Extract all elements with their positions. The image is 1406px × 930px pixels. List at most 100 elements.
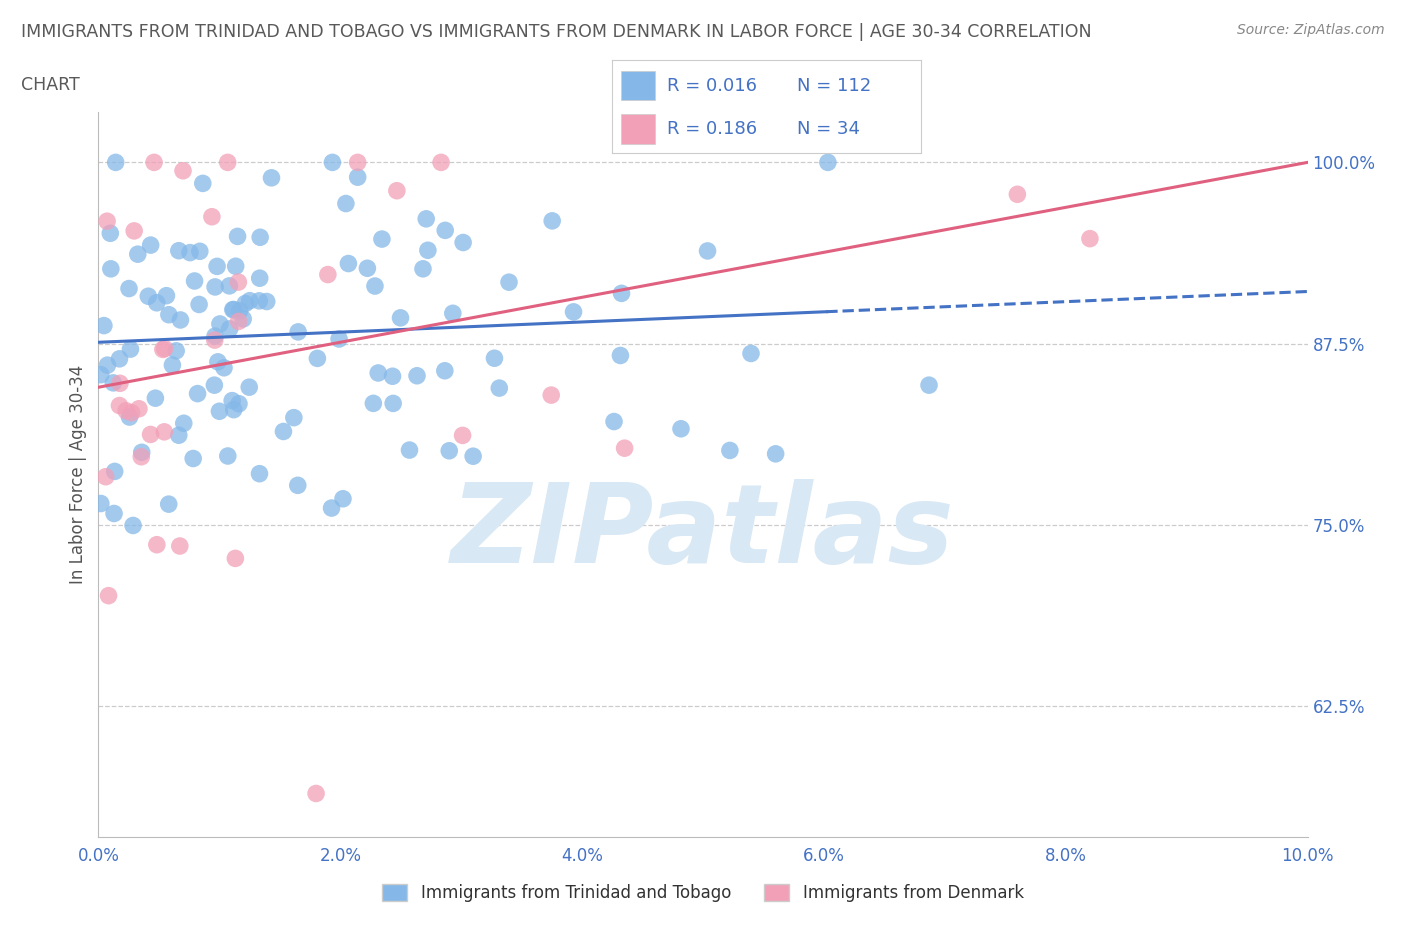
Point [541,213,564,228]
Point [153,424,176,439]
Point [484,351,506,365]
Point [247,294,270,309]
Point [181,451,204,466]
Point [415,211,437,226]
Point [222,302,245,317]
Point [451,235,474,250]
Point [817,155,839,170]
Point [136,289,159,304]
Point [139,427,162,442]
Point [416,243,439,258]
Point [167,428,190,443]
Point [204,328,226,343]
Point [228,314,250,329]
Point [273,424,295,439]
Point [217,155,239,170]
Point [179,246,201,260]
Point [104,155,127,170]
Point [122,223,145,238]
Text: CHART: CHART [21,76,80,94]
Point [463,449,485,464]
Point [204,333,226,348]
Text: R = 0.186: R = 0.186 [668,120,758,139]
Point [167,244,190,259]
Point [337,256,360,271]
Point [406,368,429,383]
Point [202,378,225,392]
Point [153,341,176,356]
Point [108,398,131,413]
Point [441,306,464,321]
Point [287,325,309,339]
Point [217,448,239,463]
Point [433,364,456,379]
Point [129,449,152,464]
Point [204,280,226,295]
Point [346,170,368,185]
Point [145,296,167,311]
Point [188,244,211,259]
Point [128,402,150,417]
Point [169,312,191,327]
Point [221,393,243,408]
Point [143,155,166,170]
Point [108,352,131,366]
Point [121,405,143,420]
Point [765,446,787,461]
Point [103,506,125,521]
Point [208,404,231,418]
Point [201,209,224,224]
Point [139,238,162,253]
Point [96,214,118,229]
Point [283,410,305,425]
Point [131,445,153,459]
Point [381,369,404,384]
Point [321,155,343,170]
Text: R = 0.016: R = 0.016 [668,76,758,95]
Legend: Immigrants from Trinidad and Tobago, Immigrants from Denmark: Immigrants from Trinidad and Tobago, Imm… [375,877,1031,909]
Point [165,343,187,358]
Point [610,286,633,300]
Point [97,588,120,603]
Point [562,304,585,319]
Point [208,316,231,331]
Text: N = 112: N = 112 [797,76,872,95]
Point [205,259,228,273]
Point [439,444,461,458]
Point [100,261,122,276]
Point [212,360,235,375]
Text: Source: ZipAtlas.com: Source: ZipAtlas.com [1237,23,1385,37]
Point [389,311,412,325]
Point [115,404,138,418]
Point [90,367,112,382]
Point [152,342,174,357]
Point [305,786,328,801]
Point [225,259,247,273]
Point [316,267,339,282]
Point [1078,232,1101,246]
Point [451,428,474,443]
Point [108,376,131,391]
Point [256,294,278,309]
Point [603,414,626,429]
Point [382,396,405,411]
Point [90,496,112,511]
Text: N = 34: N = 34 [797,120,860,139]
Point [367,365,389,380]
FancyBboxPatch shape [621,114,655,144]
Point [218,322,240,337]
Point [157,307,180,322]
Point [183,273,205,288]
FancyBboxPatch shape [621,71,655,100]
Point [96,358,118,373]
Point [226,229,249,244]
Point [488,380,510,395]
Point [260,170,283,185]
Point [207,354,229,369]
Point [669,421,692,436]
Point [187,386,209,401]
Point [146,538,169,552]
Point [287,478,309,493]
Point [328,332,350,347]
Point [94,470,117,485]
